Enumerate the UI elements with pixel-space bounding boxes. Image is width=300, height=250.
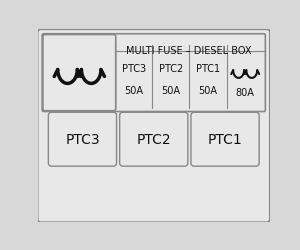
Text: 50A: 50A	[199, 86, 218, 96]
FancyBboxPatch shape	[42, 34, 266, 112]
FancyBboxPatch shape	[43, 35, 116, 111]
Text: MULTI FUSE – DIESEL BOX: MULTI FUSE – DIESEL BOX	[126, 46, 251, 56]
FancyBboxPatch shape	[48, 113, 116, 166]
Text: PTC1: PTC1	[208, 133, 242, 147]
FancyBboxPatch shape	[120, 113, 188, 166]
Text: PTC2: PTC2	[136, 133, 171, 147]
Text: PTC3: PTC3	[122, 64, 146, 74]
Text: 80A: 80A	[236, 87, 255, 97]
FancyBboxPatch shape	[38, 30, 270, 222]
FancyBboxPatch shape	[191, 113, 259, 166]
Text: PTC1: PTC1	[196, 64, 220, 74]
Text: PTC2: PTC2	[159, 64, 183, 74]
Text: PTC3: PTC3	[65, 133, 100, 147]
Text: 50A: 50A	[124, 86, 143, 96]
Text: 50A: 50A	[161, 86, 180, 96]
